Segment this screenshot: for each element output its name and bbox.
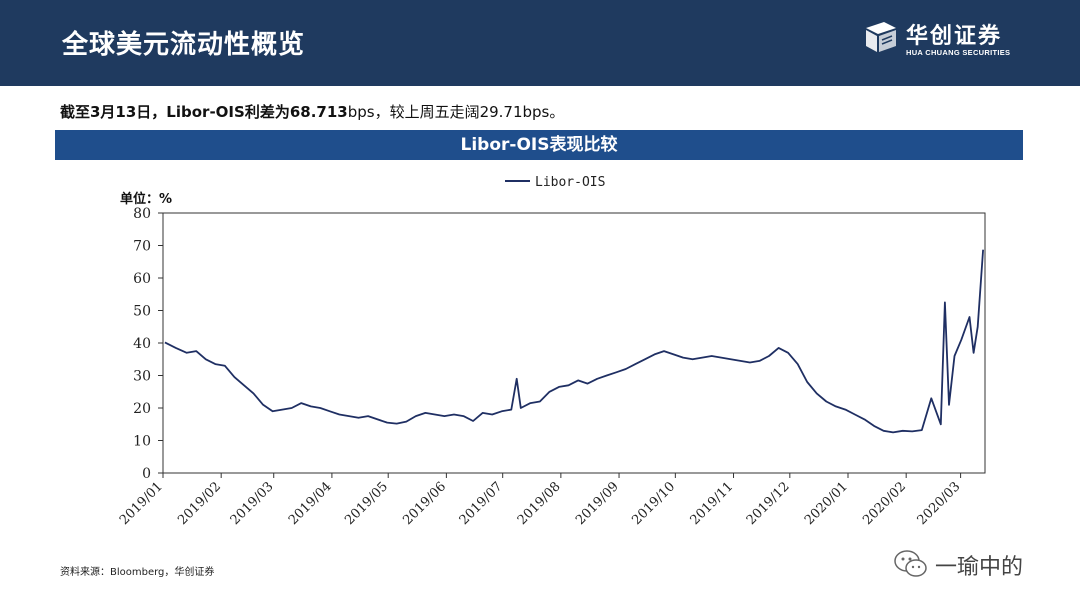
x-tick-label: 2020/03 [915,479,964,528]
x-tick-label: 2019/06 [400,479,449,528]
x-tick-label: 2019/10 [629,479,678,528]
logo-text-en: HUA CHUANG SECURITIES [906,48,1011,57]
x-tick-label: 2019/01 [117,479,166,528]
legend-label: Libor-OIS [535,175,605,190]
y-tick-label: 10 [133,434,151,450]
logo-text-cn: 华创证券 [906,24,1003,49]
y-tick-label: 40 [133,336,151,352]
x-tick-label: 2019/07 [457,479,506,528]
x-tick-label: 2019/03 [228,479,277,528]
x-tick-label: 2019/08 [515,479,564,528]
chart-title: Libor-OIS表现比较 [460,135,618,155]
plot-frame [162,212,986,474]
series-group [164,249,984,434]
brand-logo: 华创证券 HUA CHUANG SECURITIES [862,18,1022,62]
chart-legend: Libor-OIS [505,175,605,190]
x-tick-label: 2019/09 [573,479,622,528]
y-tick-label: 70 [133,239,151,255]
watermark: 一瑜中的 [893,547,1053,581]
source-note: 资料来源：Bloomberg，华创证券 [60,567,215,578]
unit-label: 单位：% [120,192,173,207]
logo-cube-icon [866,22,896,52]
x-axis-ticks: 2019/01 2019/02 2019/03 2019/04 2019/05 2019/… [117,473,963,528]
x-tick-label: 2019/11 [688,479,737,528]
page-title: 全球美元流动性概览 [62,30,306,60]
x-tick-label: 2020/01 [802,479,851,528]
x-tick-label: 2020/02 [860,479,909,528]
chart-axes [162,212,986,474]
wechat-icon [894,550,927,577]
y-tick-label: 20 [133,401,151,417]
summary-suffix: bps，较上周五走阔29.71bps。 [347,103,565,121]
y-tick-label: 80 [133,206,151,222]
summary-prefix: 截至3月13日，Libor-OIS利差为 [60,103,290,121]
y-tick-label: 50 [133,304,151,320]
x-tick-label: 2019/05 [342,479,391,528]
y-axis-ticks: 0 10 20 30 40 50 60 70 80 [133,206,163,482]
summary-value: 68.713 [289,103,348,121]
summary-text: 截至3月13日，Libor-OIS利差为68.713bps，较上周五走阔29.7… [60,101,564,122]
x-tick-label: 2019/04 [286,479,335,528]
watermark-text: 一瑜中的 [935,555,1024,580]
series-line-libor-ois [164,249,984,434]
x-tick-label: 2019/02 [175,479,224,528]
y-tick-label: 30 [133,369,151,385]
y-tick-label: 60 [133,271,151,287]
x-tick-label: 2019/12 [744,479,793,528]
chart-title-bar: Libor-OIS表现比较 [55,130,1023,160]
header-bar: 全球美元流动性概览 华创证券 HUA CHUANG SECURITIES [0,0,1080,86]
y-tick-label: 0 [142,466,151,482]
